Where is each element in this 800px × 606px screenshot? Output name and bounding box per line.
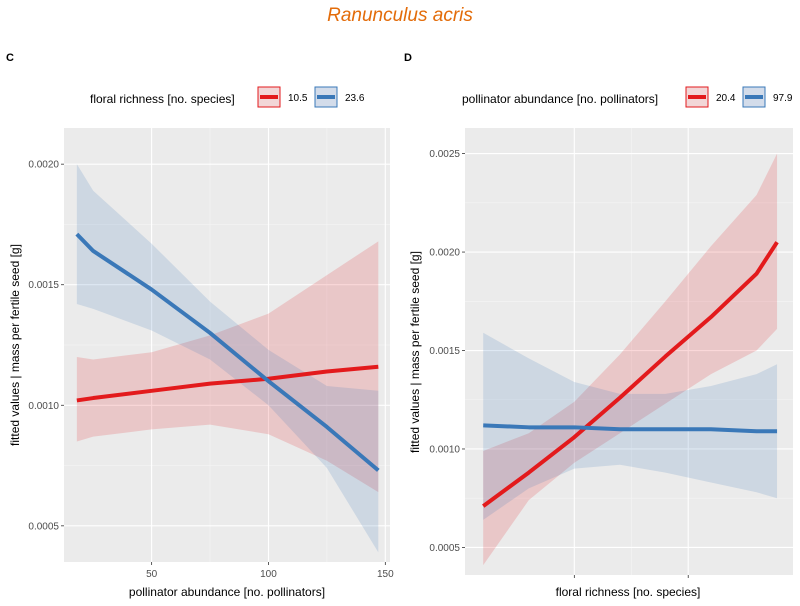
panel-tag: D (404, 52, 412, 64)
y-axis-label: fitted values | mass per fertile seed [g… (8, 244, 22, 446)
confidence-band (76, 164, 379, 553)
x-tick-label: 100 (260, 569, 277, 580)
legend-key-2 (314, 86, 338, 108)
confidence-band (483, 332, 778, 520)
x-axis-label: pollinator abundance [no. pollinators] (129, 585, 325, 599)
x-tick-label: 50 (146, 569, 158, 580)
series-line (482, 241, 779, 508)
legend-label: 97.9 (773, 93, 793, 104)
legend-title: pollinator abundance [no. pollinators] (462, 92, 658, 106)
legend-key-1 (257, 86, 281, 108)
panel-c: C floral richness [no. species] 10.5 23.… (6, 52, 394, 599)
y-tick-label: 0.0015 (429, 346, 460, 357)
legend-label: 20.4 (716, 93, 736, 104)
legend-label: 10.5 (288, 93, 308, 104)
legend-key-1 (685, 86, 709, 108)
y-tick-label: 0.0005 (28, 521, 59, 532)
y-tick-label: 0.0005 (429, 543, 460, 554)
confidence-band (483, 153, 778, 566)
panel-tag: C (6, 52, 14, 64)
series-line (483, 423, 778, 434)
plot-background (465, 128, 793, 575)
panel-d: D pollinator abundance [no. pollinators]… (404, 52, 793, 599)
x-axis-label: floral richness [no. species] (556, 585, 701, 599)
y-axis-label: fitted values | mass per fertile seed [g… (408, 251, 422, 453)
legend-key-2 (742, 86, 766, 108)
series-line (75, 232, 380, 472)
y-tick-label: 0.0010 (429, 444, 460, 455)
series-line (76, 364, 379, 403)
y-tick-label: 0.0015 (28, 280, 59, 291)
y-tick-label: 0.0020 (28, 160, 59, 171)
legend-title: floral richness [no. species] (90, 92, 235, 106)
y-tick-label: 0.0025 (429, 149, 460, 160)
figure-title: Ranunculus acris (327, 5, 473, 26)
confidence-band (76, 241, 379, 493)
y-tick-label: 0.0010 (28, 401, 59, 412)
y-tick-label: 0.0020 (429, 248, 460, 259)
legend-label: 23.6 (345, 93, 365, 104)
x-tick-label: 150 (377, 569, 394, 580)
